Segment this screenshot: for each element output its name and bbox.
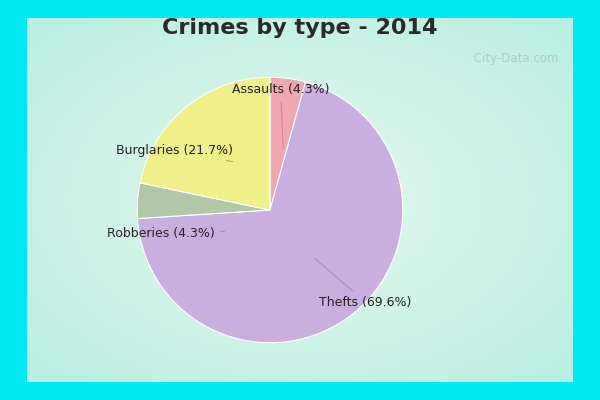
Text: Thefts (69.6%): Thefts (69.6%) <box>314 258 412 309</box>
Text: Crimes by type - 2014: Crimes by type - 2014 <box>163 18 437 38</box>
Text: Burglaries (21.7%): Burglaries (21.7%) <box>116 144 233 162</box>
Text: Robberies (4.3%): Robberies (4.3%) <box>107 226 225 240</box>
Wedge shape <box>137 183 270 218</box>
Wedge shape <box>140 77 270 210</box>
Wedge shape <box>137 82 403 343</box>
Text: Assaults (4.3%): Assaults (4.3%) <box>232 83 329 149</box>
Wedge shape <box>270 77 305 210</box>
Text: City-Data.com: City-Data.com <box>470 52 558 65</box>
